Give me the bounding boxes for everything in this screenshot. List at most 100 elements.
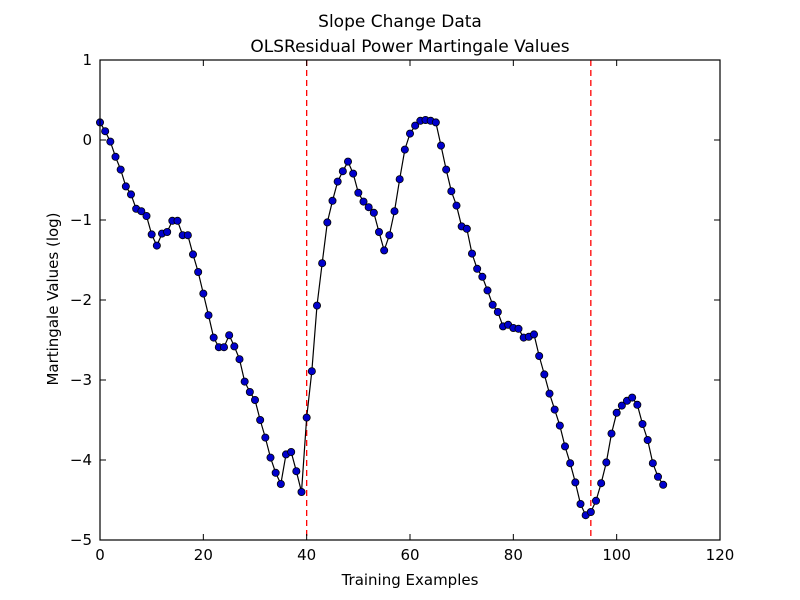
data-point [576, 499, 585, 508]
data-point [617, 401, 626, 410]
data-point [566, 459, 575, 468]
x-tick-label: 40 [297, 546, 316, 564]
data-point [597, 479, 606, 488]
data-point [514, 324, 523, 333]
data-point [147, 230, 156, 239]
data-point [540, 370, 549, 379]
data-point [225, 331, 234, 340]
data-point [571, 478, 580, 487]
data-point [256, 415, 265, 424]
data-point [385, 231, 394, 240]
data-point [431, 118, 440, 127]
data-point [659, 480, 668, 489]
data-point [142, 211, 151, 220]
data-point [380, 246, 389, 255]
x-tick-label: 20 [194, 546, 213, 564]
data-point [163, 227, 172, 236]
data-point [276, 479, 285, 488]
data-point [550, 405, 559, 414]
data-point [628, 393, 637, 402]
data-point [545, 389, 554, 398]
data-point [561, 442, 570, 451]
data-point [483, 286, 492, 295]
data-point [307, 367, 316, 376]
data-point [323, 218, 332, 227]
data-point [127, 190, 136, 199]
data-point [473, 264, 482, 273]
data-point [359, 197, 368, 206]
data-point [302, 413, 311, 422]
data-point [478, 272, 487, 281]
data-point [152, 241, 161, 250]
y-tick-label: −5 [70, 531, 92, 549]
data-point [271, 468, 280, 477]
data-point [354, 188, 363, 197]
data-point [467, 249, 476, 258]
data-point [442, 165, 451, 174]
data-point [452, 201, 461, 210]
data-point [194, 267, 203, 276]
data-point [292, 467, 301, 476]
data-point [405, 129, 414, 138]
data-point [318, 259, 327, 268]
data-point [261, 433, 270, 442]
data-point [343, 157, 352, 166]
data-point [488, 300, 497, 309]
data-point [400, 145, 409, 154]
data-point [654, 472, 663, 481]
data-point [116, 165, 125, 174]
x-tick-label: 60 [400, 546, 419, 564]
y-axis-label: Martingale Values (log) [44, 212, 62, 385]
data-point [199, 289, 208, 298]
data-point [188, 250, 197, 259]
data-point [633, 400, 642, 409]
data-point [462, 224, 471, 233]
data-point [101, 127, 110, 136]
data-point [287, 447, 296, 456]
data-point [612, 408, 621, 417]
data-point [183, 231, 192, 240]
data-point [369, 208, 378, 217]
data-point [493, 307, 502, 316]
x-tick-label: 0 [95, 546, 105, 564]
data-point [266, 453, 275, 462]
data-point [535, 351, 544, 360]
plot-area: 0 20 40 60 80 100 120 −5 −4 −3 −2 −1 0 1 [70, 51, 734, 564]
data-point [245, 387, 254, 396]
data-point [648, 459, 657, 468]
y-tick-label: 0 [82, 131, 92, 149]
data-point [586, 507, 595, 516]
data-point [530, 330, 539, 339]
data-point [297, 487, 306, 496]
data-point [312, 301, 321, 310]
data-point [364, 203, 373, 212]
data-point [349, 169, 358, 178]
chart-subtitle: OLSResidual Power Martingale Values [250, 37, 569, 57]
data-point [106, 137, 115, 146]
data-point [137, 207, 146, 216]
data-point [328, 196, 337, 205]
y-tick-label: 1 [82, 51, 92, 69]
data-point [219, 343, 228, 352]
data-point [602, 458, 611, 467]
data-point [338, 167, 347, 176]
data-point [447, 187, 456, 196]
data-point [173, 216, 182, 225]
chart-title: Slope Change Data [318, 12, 482, 32]
y-tick-label: −3 [70, 371, 92, 389]
x-tick-label: 120 [706, 546, 735, 564]
y-tick-label: −2 [70, 291, 92, 309]
data-point [121, 182, 130, 191]
data-point [111, 152, 120, 161]
data-point [436, 141, 445, 150]
data-point [592, 496, 601, 505]
y-tick-label: −1 [70, 211, 92, 229]
data-point [638, 419, 647, 428]
data-point [395, 175, 404, 184]
data-point [607, 429, 616, 438]
y-tick-label: −4 [70, 451, 92, 469]
data-point [333, 177, 342, 186]
data-point [240, 377, 249, 386]
